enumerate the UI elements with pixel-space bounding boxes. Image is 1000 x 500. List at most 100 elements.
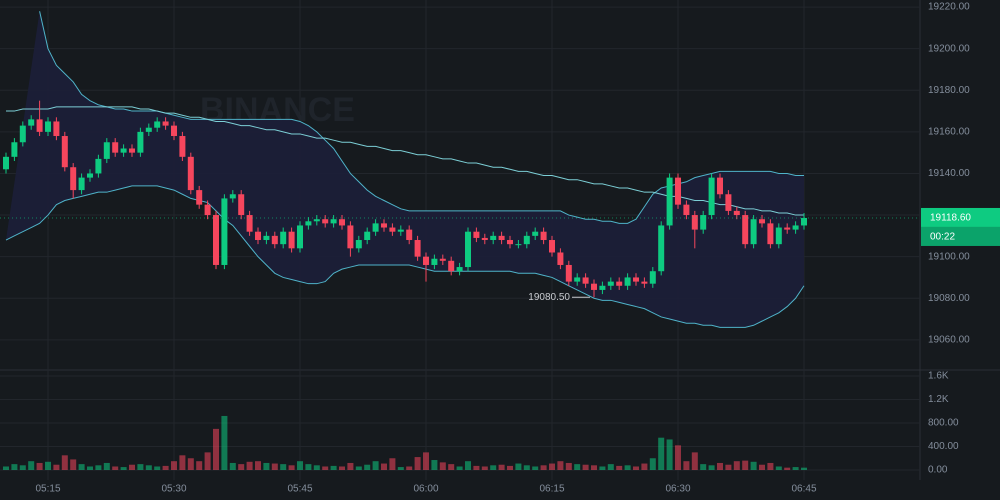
candle-body xyxy=(574,277,581,282)
candle-body xyxy=(271,235,278,245)
candle-body xyxy=(238,194,245,216)
candle-body xyxy=(255,231,261,241)
candle-body xyxy=(733,210,740,216)
candle-body xyxy=(355,240,362,249)
x-tick-label: 06:15 xyxy=(539,484,564,495)
y-tick-label: 19180.00 xyxy=(928,85,970,96)
candle-body xyxy=(213,215,219,265)
volume-bar xyxy=(540,465,547,471)
volume-bar xyxy=(129,464,135,471)
volume-bar xyxy=(95,465,102,471)
candle-body xyxy=(313,219,320,222)
volume-bar xyxy=(381,463,387,471)
volume-bar xyxy=(750,461,757,471)
candle-body xyxy=(129,148,135,153)
volume-bar xyxy=(70,459,77,471)
volume-bar xyxy=(347,462,354,471)
candle-body xyxy=(431,258,438,265)
volume-bar xyxy=(490,465,497,471)
candle-body xyxy=(658,225,665,272)
volume-bar xyxy=(599,466,606,471)
candle-body xyxy=(103,142,110,159)
candle-body xyxy=(196,190,203,205)
volume-bar xyxy=(666,439,673,471)
last-price-label: 19118.60 xyxy=(930,213,971,224)
candle-body xyxy=(591,283,597,290)
volume-bar xyxy=(725,464,732,471)
volume-bar xyxy=(582,464,589,471)
candle-body xyxy=(641,281,648,284)
volume-bar xyxy=(633,466,639,471)
volume-bar xyxy=(658,437,665,471)
volume-bar xyxy=(700,464,707,471)
volume-bar xyxy=(120,467,127,471)
volume-bar xyxy=(162,465,169,471)
volume-bar xyxy=(87,466,93,471)
volume-bar xyxy=(456,466,463,471)
candle-body xyxy=(759,219,765,224)
candle-body xyxy=(565,264,572,282)
volume-bar xyxy=(481,466,488,471)
candle-body xyxy=(406,229,413,241)
volume-bar xyxy=(414,457,421,471)
band-fill xyxy=(6,11,804,328)
volume-bar xyxy=(784,467,791,471)
candle-body xyxy=(389,227,396,232)
candle-body xyxy=(61,136,68,168)
candle-body xyxy=(557,252,564,265)
candle-body xyxy=(179,136,186,157)
candle-body xyxy=(305,221,312,226)
candle-body xyxy=(742,215,749,245)
candle-body xyxy=(465,231,471,268)
volume-bar xyxy=(767,462,774,471)
candle-body xyxy=(28,119,35,126)
volume-bar xyxy=(322,466,329,471)
volume-bar xyxy=(507,465,513,471)
volume-bar xyxy=(423,452,429,471)
candle-body xyxy=(717,177,723,195)
candle-body xyxy=(649,271,656,284)
x-tick-label: 06:00 xyxy=(413,484,438,495)
candle-body xyxy=(549,240,555,253)
candle-body xyxy=(767,223,774,245)
volume-bar xyxy=(36,462,43,471)
volume-bar xyxy=(45,461,51,471)
volume-bar xyxy=(675,445,681,471)
y-tick-label: 19220.00 xyxy=(928,2,970,13)
volume-bar xyxy=(801,467,807,471)
candle-body xyxy=(423,256,429,265)
volume-bar xyxy=(78,464,85,471)
candle-body xyxy=(36,119,43,132)
volume-bar xyxy=(389,458,396,471)
candle-body xyxy=(229,194,236,199)
volume-bar xyxy=(397,467,404,471)
x-tick-label: 05:15 xyxy=(35,484,60,495)
volume-bar xyxy=(523,465,530,471)
y-tick-label: 19200.00 xyxy=(928,43,970,54)
candle-body xyxy=(154,121,161,128)
candle-body xyxy=(666,177,673,226)
candle-body xyxy=(507,240,513,245)
volume-bar xyxy=(775,466,782,471)
candle-body xyxy=(633,277,639,282)
volume-bar xyxy=(196,461,203,471)
volume-bar xyxy=(103,462,110,471)
volume-bar xyxy=(691,452,698,471)
volume-bar xyxy=(448,464,455,471)
volume-bar xyxy=(591,465,597,471)
candle-body xyxy=(112,142,119,153)
volume-bar xyxy=(154,466,161,471)
countdown-label: 00:22 xyxy=(930,232,955,243)
candle-body xyxy=(87,173,93,178)
candle-body xyxy=(792,225,799,230)
candle-body xyxy=(322,219,329,224)
volume-bar xyxy=(355,466,362,471)
candle-body xyxy=(372,223,379,232)
candle-body xyxy=(339,219,345,226)
volume-bar xyxy=(759,464,765,471)
candle-body xyxy=(532,231,539,236)
volume-bar xyxy=(465,461,471,471)
volume-bar xyxy=(792,467,799,471)
candle-body xyxy=(246,215,253,232)
